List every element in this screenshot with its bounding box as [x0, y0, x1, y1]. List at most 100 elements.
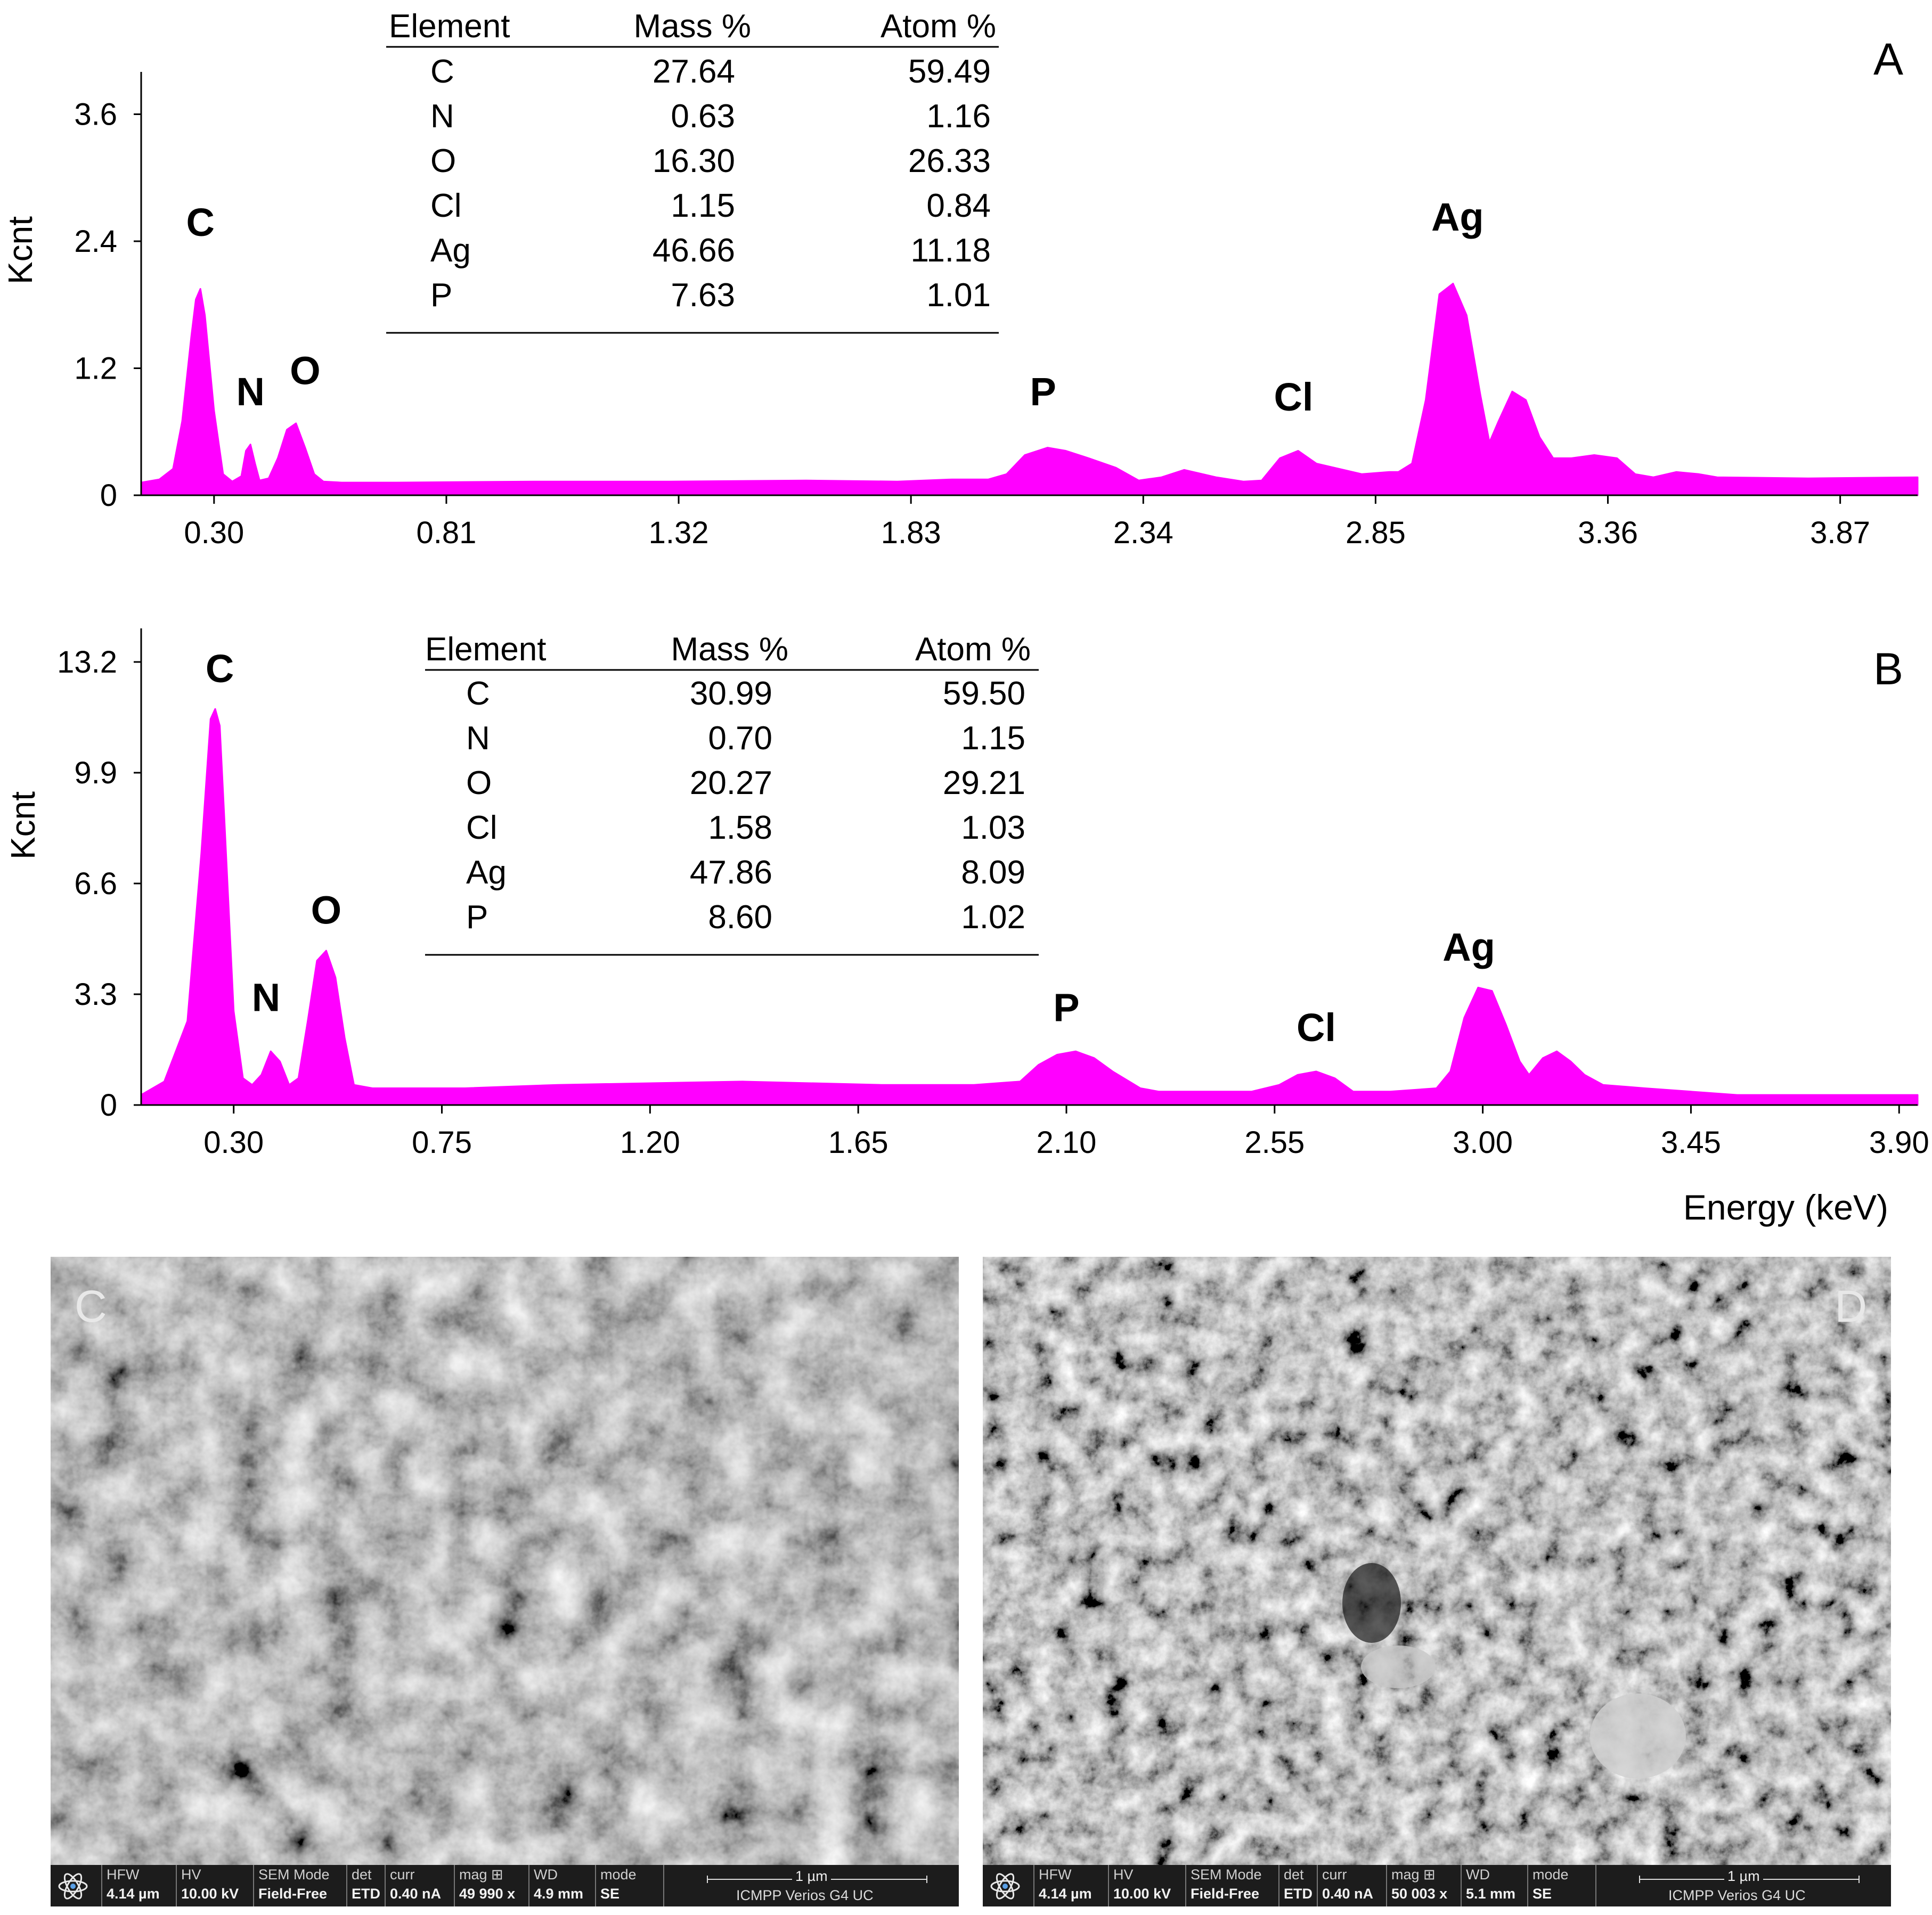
- y-tick-label: 1.2: [74, 351, 117, 386]
- sem-databar-d: HFW 4.14 µm HV 10.00 kV SEM Mode Field-Free…: [983, 1865, 1891, 1906]
- y-tick-label: 6.6: [74, 866, 117, 901]
- panel-label-d: D: [1835, 1281, 1867, 1331]
- peak-label: N: [252, 976, 280, 1020]
- databar-field: curr 0.40 nA: [1317, 1865, 1386, 1906]
- x-axis-label: Energy (keV): [1683, 1188, 1888, 1227]
- sem-micrograph-c: [51, 1257, 959, 1865]
- peak-label: P: [1030, 370, 1056, 414]
- databar-field: curr 0.40 nA: [385, 1865, 454, 1906]
- databar-field: mag ⊞ 49 990 x: [454, 1865, 528, 1906]
- table-cell: N: [466, 720, 490, 757]
- table-cell: Ag: [466, 854, 507, 891]
- databar-field: mode SE: [1527, 1865, 1575, 1906]
- y-tick-label: 13.2: [57, 645, 117, 680]
- table-cell: P: [430, 277, 452, 314]
- sem-databar-c: HFW 4.14 µm HV 10.00 kV SEM Mode Field-Free…: [51, 1865, 959, 1906]
- instrument-name: ICMPP Verios G4 UC: [1668, 1887, 1806, 1903]
- x-tick-label: 3.36: [1578, 515, 1638, 550]
- table-cell: 1.01: [926, 277, 991, 314]
- x-tick-label: 1.83: [881, 515, 941, 550]
- table-cell: 1.02: [961, 899, 1025, 936]
- spectrum-area: [140, 708, 1919, 1106]
- databar-field: WD 4.9 mm: [528, 1865, 595, 1906]
- table-cell: 30.99: [690, 675, 772, 712]
- databar-field: mag ⊞ 50 003 x: [1386, 1865, 1461, 1906]
- table-cell: 8.09: [961, 854, 1025, 891]
- atom-icon: [990, 1873, 1020, 1900]
- databar-field: HV 10.00 kV: [1108, 1865, 1185, 1906]
- peak-label: P: [1053, 985, 1079, 1029]
- table-cell: 16.30: [653, 143, 735, 179]
- sem-image-c: C HFW 4.14 µm HV 10.00 kV SEM Mode Field-Fr…: [51, 1257, 959, 1906]
- table-cell: 0.70: [708, 720, 772, 757]
- peak-label: Ag: [1431, 195, 1484, 239]
- table-cell: 20.27: [690, 765, 772, 801]
- eds-spectrum-chart-b: 0 3.3 6.6 9.9 13.2 0.30 0.75 1.20 1.65 2.10 2.55 3.…: [4, 628, 1929, 1227]
- x-tick-label: 2.34: [1113, 515, 1173, 550]
- x-tick-label: 3.90: [1869, 1125, 1929, 1160]
- x-tick-label: 3.45: [1661, 1125, 1721, 1160]
- x-tick-label: 1.20: [620, 1125, 680, 1160]
- scale-bar-label: 1 µm: [792, 1868, 831, 1885]
- table-header: Element: [425, 631, 546, 668]
- x-tick-label: 1.32: [649, 515, 709, 550]
- peak-label: O: [290, 348, 321, 392]
- table-cell: 1.15: [671, 187, 735, 224]
- peak-label: N: [237, 370, 265, 414]
- databar-field: HFW 4.14 µm: [1033, 1865, 1108, 1906]
- y-axis-label: Kcnt: [1, 216, 39, 284]
- x-tick-label: 2.55: [1244, 1125, 1305, 1160]
- table-cell: 27.64: [653, 53, 735, 90]
- x-tick-label: 0.30: [184, 515, 244, 550]
- atom-icon: [58, 1873, 88, 1900]
- table-header: Atom %: [915, 631, 1031, 668]
- table-cell: 1.16: [926, 98, 991, 135]
- table-cell: 47.86: [690, 854, 772, 891]
- table-header: Mass %: [634, 8, 751, 45]
- y-tick-label: 0: [100, 478, 117, 513]
- databar-field: HFW 4.14 µm: [101, 1865, 176, 1906]
- panel-label-c: C: [75, 1281, 107, 1331]
- panel-label: B: [1873, 644, 1903, 694]
- y-tick-label: 3.6: [74, 97, 117, 132]
- y-tick-label: 9.9: [74, 756, 117, 790]
- table-cell: 7.63: [671, 277, 735, 314]
- databar-field: SEM Mode Field-Free: [1185, 1865, 1278, 1906]
- composition-table: Element Mass % Atom % C 27.64 59.49 N 0.63 1.16 O…: [386, 8, 999, 334]
- table-cell: C: [466, 675, 490, 712]
- table-cell: 1.03: [961, 809, 1025, 846]
- table-cell: 0.84: [926, 187, 991, 224]
- table-cell: Cl: [466, 809, 498, 846]
- table-cell: 8.60: [708, 899, 772, 936]
- table-cell: P: [466, 899, 488, 936]
- table-cell: O: [466, 765, 492, 801]
- spectrum-area: [140, 283, 1919, 496]
- table-cell: 11.18: [910, 232, 991, 269]
- x-tick-label: 0.81: [416, 515, 476, 550]
- scale-bar-label: 1 µm: [1724, 1868, 1763, 1885]
- peak-label: Cl: [1297, 1005, 1336, 1050]
- databar-field: SEM Mode Field-Free: [253, 1865, 346, 1906]
- table-cell: C: [430, 53, 454, 90]
- composition-table: Element Mass % Atom % C 30.99 59.50 N 0.70 1.15 O…: [425, 631, 1039, 956]
- table-cell: 59.50: [943, 675, 1025, 712]
- table-cell: N: [430, 98, 454, 135]
- databar-field: det ETD: [346, 1865, 385, 1906]
- databar-field: det ETD: [1278, 1865, 1317, 1906]
- instrument-name: ICMPP Verios G4 UC: [736, 1887, 874, 1903]
- sem-micrograph-d: [983, 1257, 1891, 1865]
- databar-field: mode SE: [595, 1865, 643, 1906]
- table-cell: 0.63: [671, 98, 735, 135]
- table-header: Mass %: [671, 631, 788, 668]
- peak-label: C: [206, 646, 234, 691]
- table-header: Atom %: [881, 8, 996, 45]
- table-cell: 1.58: [708, 809, 772, 846]
- x-tick-label: 3.00: [1453, 1125, 1513, 1160]
- table-cell: Cl: [430, 187, 462, 224]
- x-tick-label: 2.85: [1346, 515, 1406, 550]
- table-cell: O: [430, 143, 456, 179]
- table-cell: 1.15: [961, 720, 1025, 757]
- sem-image-d: D HFW 4.14 µm HV 10.00 kV SEM Mode Field-Fr…: [983, 1257, 1891, 1906]
- y-tick-label: 3.3: [74, 977, 117, 1012]
- table-cell: 46.66: [653, 232, 735, 269]
